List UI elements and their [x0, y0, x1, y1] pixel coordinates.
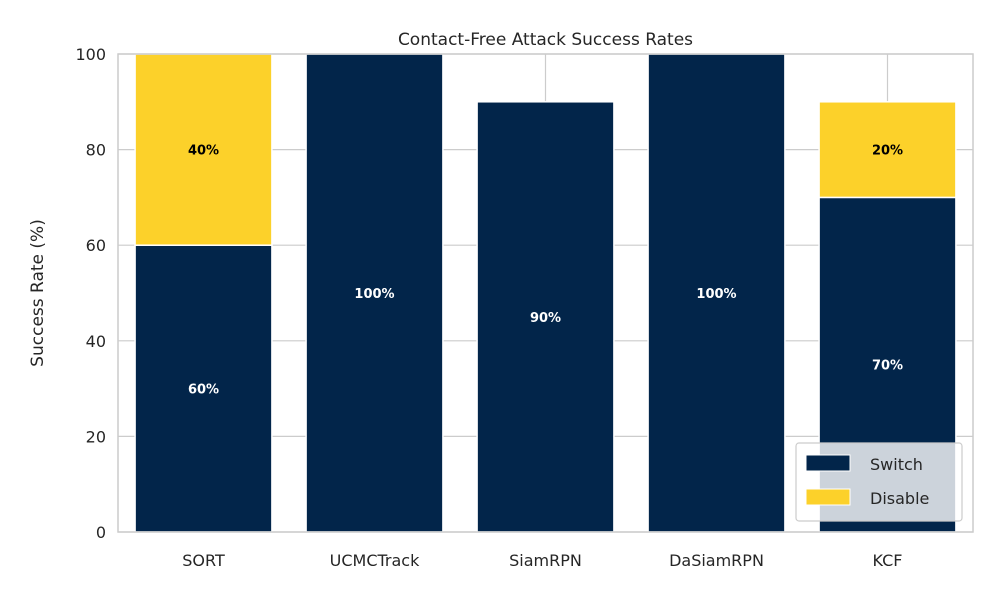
bar-switch [647, 53, 786, 533]
bar-switch [134, 244, 273, 533]
y-tick-label: 80 [86, 141, 106, 160]
legend: Switch Disable [795, 442, 963, 522]
legend-swatch-switch [805, 454, 851, 472]
bar-value-label: 90% [530, 311, 561, 326]
bar-value-label: 100% [696, 287, 736, 302]
bar-disable [818, 101, 957, 199]
bar-switch [305, 53, 444, 533]
bar-disable [134, 53, 273, 246]
bar-value-label: 100% [354, 287, 394, 302]
x-tick-label: SiamRPN [509, 551, 582, 570]
legend-swatch-disable [805, 488, 851, 506]
x-tick-labels: SORT UCMCTrack SiamRPN DaSiamRPN KCF [182, 551, 902, 570]
legend-label-switch: Switch [870, 455, 923, 474]
x-tick-label: SORT [182, 551, 225, 570]
y-tick-label: 20 [86, 427, 106, 446]
chart-title: Contact-Free Attack Success Rates [398, 30, 693, 50]
y-tick-label: 60 [86, 236, 106, 255]
plot-frame [117, 53, 974, 533]
y-tick-labels: 0 20 40 60 80 100 [75, 45, 106, 542]
bar-value-label: 40% [188, 144, 219, 159]
bar-value-label: 70% [872, 359, 903, 374]
bar-value-label: 60% [188, 383, 219, 398]
y-axis-label: Success Rate (%) [28, 219, 48, 367]
legend-label-disable: Disable [870, 489, 929, 508]
x-tick-label: KCF [873, 551, 903, 570]
bar-value-label: 20% [872, 144, 903, 159]
y-tick-label: 100 [75, 45, 106, 64]
x-tick-label: UCMCTrack [330, 551, 420, 570]
y-tick-label: 40 [86, 332, 106, 351]
x-tick-label: DaSiamRPN [669, 551, 764, 570]
y-tick-label: 0 [96, 523, 106, 542]
